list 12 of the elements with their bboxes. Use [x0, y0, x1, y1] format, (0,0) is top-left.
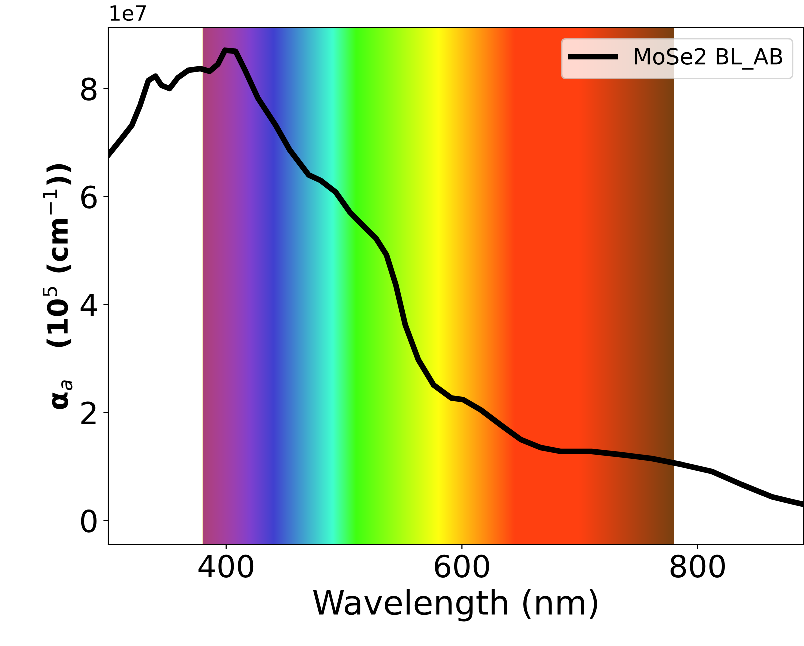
- x-tick-label: 600: [435, 554, 490, 578]
- y-tick-label: 6: [82, 186, 97, 209]
- text: 1e7: [110, 6, 146, 22]
- legend-label: MoSe2 BL_AB: [635, 48, 782, 70]
- y-tick-label: 4: [80, 294, 98, 316]
- y-tick-label: 8: [81, 78, 97, 101]
- x-axis-title: Wavelength (nm): [313, 589, 598, 622]
- x-tick-label: 800: [670, 554, 726, 578]
- y-tick-label: 0: [81, 510, 97, 533]
- text: α$_{a}$ (10$^{5}$ (cm$^{−1}$)): [43, 164, 73, 410]
- x-tick-label: 400: [198, 554, 254, 578]
- y-tick-label: 2: [82, 402, 96, 424]
